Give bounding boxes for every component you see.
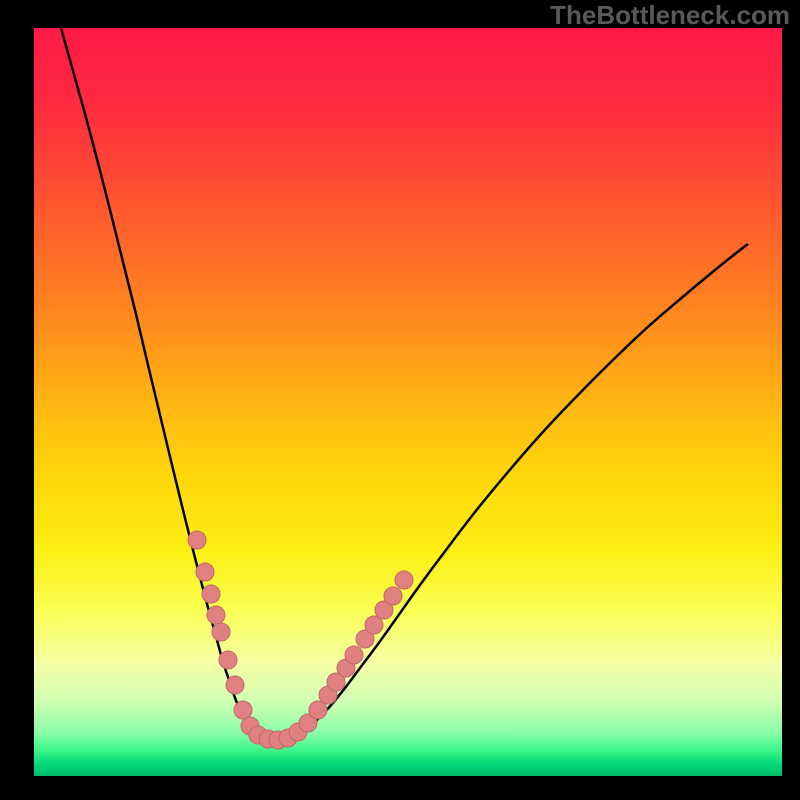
data-marker [196, 563, 214, 581]
data-marker [219, 651, 237, 669]
data-marker [384, 587, 402, 605]
data-marker [188, 531, 206, 549]
data-marker [345, 646, 363, 664]
data-marker [395, 571, 413, 589]
chart-canvas: TheBottleneck.com [0, 0, 800, 800]
data-marker [202, 585, 220, 603]
data-marker [207, 606, 225, 624]
data-marker [212, 623, 230, 641]
data-marker [234, 701, 252, 719]
watermark-text: TheBottleneck.com [550, 0, 790, 31]
chart-svg [0, 0, 800, 800]
data-marker [226, 676, 244, 694]
gradient-plot-area [34, 28, 782, 776]
